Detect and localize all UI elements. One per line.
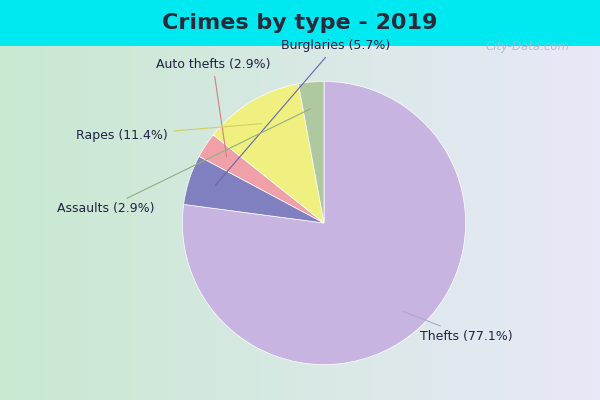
Wedge shape — [182, 81, 466, 364]
Text: Auto thefts (2.9%): Auto thefts (2.9%) — [155, 58, 270, 156]
Wedge shape — [184, 156, 324, 223]
Text: Crimes by type - 2019: Crimes by type - 2019 — [163, 13, 437, 33]
Wedge shape — [199, 135, 324, 223]
Text: Assaults (2.9%): Assaults (2.9%) — [56, 108, 311, 215]
Wedge shape — [298, 81, 324, 223]
Wedge shape — [213, 84, 324, 223]
Text: City-Data.com: City-Data.com — [486, 40, 570, 53]
Text: Rapes (11.4%): Rapes (11.4%) — [76, 124, 262, 142]
Text: Burglaries (5.7%): Burglaries (5.7%) — [215, 40, 390, 185]
Text: Thefts (77.1%): Thefts (77.1%) — [403, 311, 513, 343]
